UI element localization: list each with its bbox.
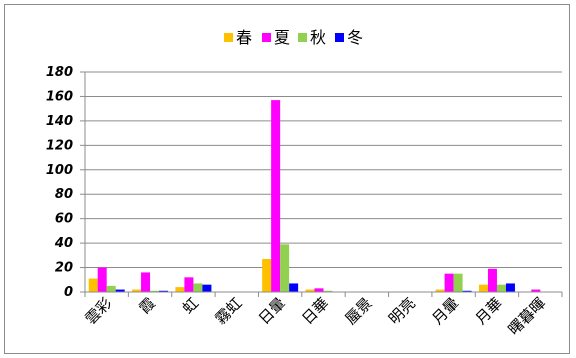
- x-category-label: 明亮: [385, 294, 419, 328]
- bar-春-日暈: [262, 259, 272, 292]
- bar-秋-日華: [323, 290, 333, 292]
- x-axis: 雲彩霞虹霧虹 日暈 日華 蜃景 明亮 月暈 月華曙暮暉: [82, 291, 563, 339]
- y-tick-label: 180: [46, 65, 73, 80]
- legend-swatch: [298, 33, 307, 42]
- legend-swatch: [335, 33, 344, 42]
- bar-冬-虹: [202, 284, 212, 292]
- y-tick-label: 60: [55, 212, 73, 227]
- legend-swatch: [262, 33, 271, 42]
- bar-春-虹: [175, 287, 185, 292]
- y-tick-label: 80: [55, 187, 73, 202]
- y-tick-label: 100: [46, 163, 73, 178]
- x-category-label: 雲彩: [82, 294, 116, 328]
- y-tick-label: 0: [64, 285, 73, 300]
- grid-lines: [85, 71, 562, 293]
- bar-夏-霞: [141, 272, 151, 292]
- bar-夏-虹: [184, 277, 194, 292]
- legend-label: 秋: [310, 28, 326, 47]
- bar-冬-月暈: [462, 290, 472, 292]
- bar-夏-雲彩: [97, 267, 107, 292]
- legend-item-春: 春: [224, 28, 252, 47]
- legend-label: 夏: [274, 28, 290, 47]
- legend-item-冬: 冬: [335, 28, 363, 47]
- y-tick-label: 140: [46, 114, 73, 129]
- bar-秋-霞: [150, 290, 160, 292]
- legend-label: 冬: [347, 28, 363, 47]
- bar-春-月華: [478, 284, 488, 292]
- y-tick-label: 120: [46, 138, 73, 153]
- x-category-label: 月華: [472, 294, 506, 328]
- y-tick-label: 20: [55, 261, 73, 276]
- bar-春-霞: [132, 289, 142, 292]
- y-axis: 0 20 40 60 80 100 120 140 160 180: [46, 65, 86, 300]
- x-category-label: 月暈: [428, 294, 462, 328]
- x-category-label: 曙暮暉: [505, 294, 550, 339]
- bar-夏-日暈: [271, 100, 281, 292]
- bar-夏-曙暮暉: [531, 289, 541, 292]
- legend-label: 春: [236, 28, 252, 47]
- y-tick-label: 160: [46, 89, 73, 104]
- legend-item-夏: 夏: [262, 28, 290, 47]
- bar-冬-霞: [159, 290, 169, 292]
- bar-秋-月暈: [453, 273, 463, 292]
- y-tick-label: 40: [54, 236, 73, 251]
- bar-秋-雲彩: [106, 285, 116, 292]
- bar-夏-月華: [487, 268, 497, 292]
- x-category-label: 日暈: [255, 294, 289, 328]
- bar-秋-虹: [193, 283, 203, 292]
- x-category-label: 虹: [179, 294, 202, 317]
- bar-秋-月華: [496, 284, 506, 292]
- bar-冬-雲彩: [115, 289, 125, 292]
- bars: [88, 100, 541, 292]
- bar-春-雲彩: [88, 278, 98, 292]
- bar-夏-日華: [314, 288, 324, 292]
- bar-冬-日暈: [289, 283, 299, 292]
- legend-item-秋: 秋: [298, 28, 326, 47]
- x-category-label: 霞: [136, 294, 159, 317]
- x-category-label: 霧虹: [212, 294, 246, 328]
- legend-swatch: [224, 33, 233, 42]
- x-category-label: 蜃景: [342, 294, 376, 328]
- bar-夏-月暈: [444, 273, 454, 292]
- legend: 春夏秋冬: [224, 28, 363, 47]
- x-category-label: 日華: [298, 294, 332, 328]
- bar-秋-日暈: [280, 244, 290, 292]
- bar-春-日華: [305, 289, 315, 292]
- bar-冬-月華: [505, 283, 515, 292]
- bar-春-月暈: [435, 289, 445, 292]
